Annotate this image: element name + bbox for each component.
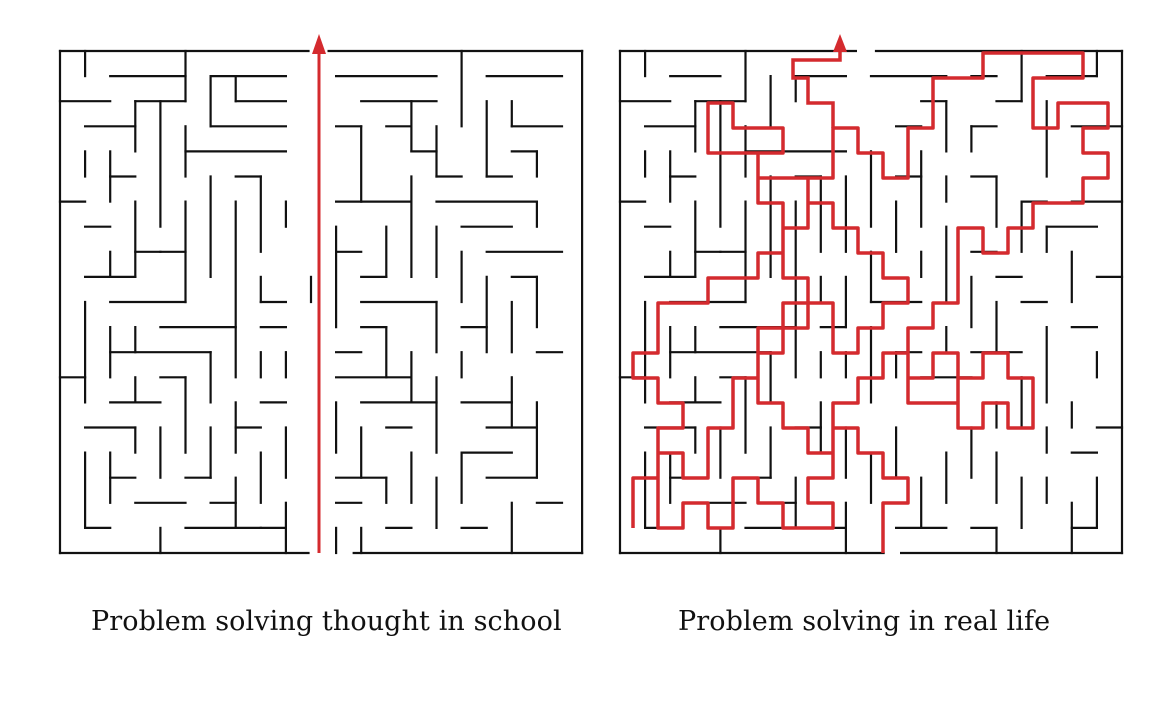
maze-panel-school: Problem solving thought in school <box>58 34 584 637</box>
winding-path-outer <box>631 51 1110 553</box>
path-arrowhead <box>833 34 847 52</box>
maze-real-life <box>618 34 1124 555</box>
caption-school: Problem solving thought in school <box>91 606 562 637</box>
path-exit-line <box>791 48 842 128</box>
maze-school-walls <box>58 49 584 555</box>
caption-real-life: Problem solving in real life <box>678 606 1051 637</box>
maze-panel-real-life: Problem solving in real life <box>600 0 1162 717</box>
maze-real-life-walls <box>618 49 1124 555</box>
maze-school <box>58 34 584 555</box>
winding-path <box>631 51 1110 553</box>
path-arrowhead <box>312 34 326 54</box>
